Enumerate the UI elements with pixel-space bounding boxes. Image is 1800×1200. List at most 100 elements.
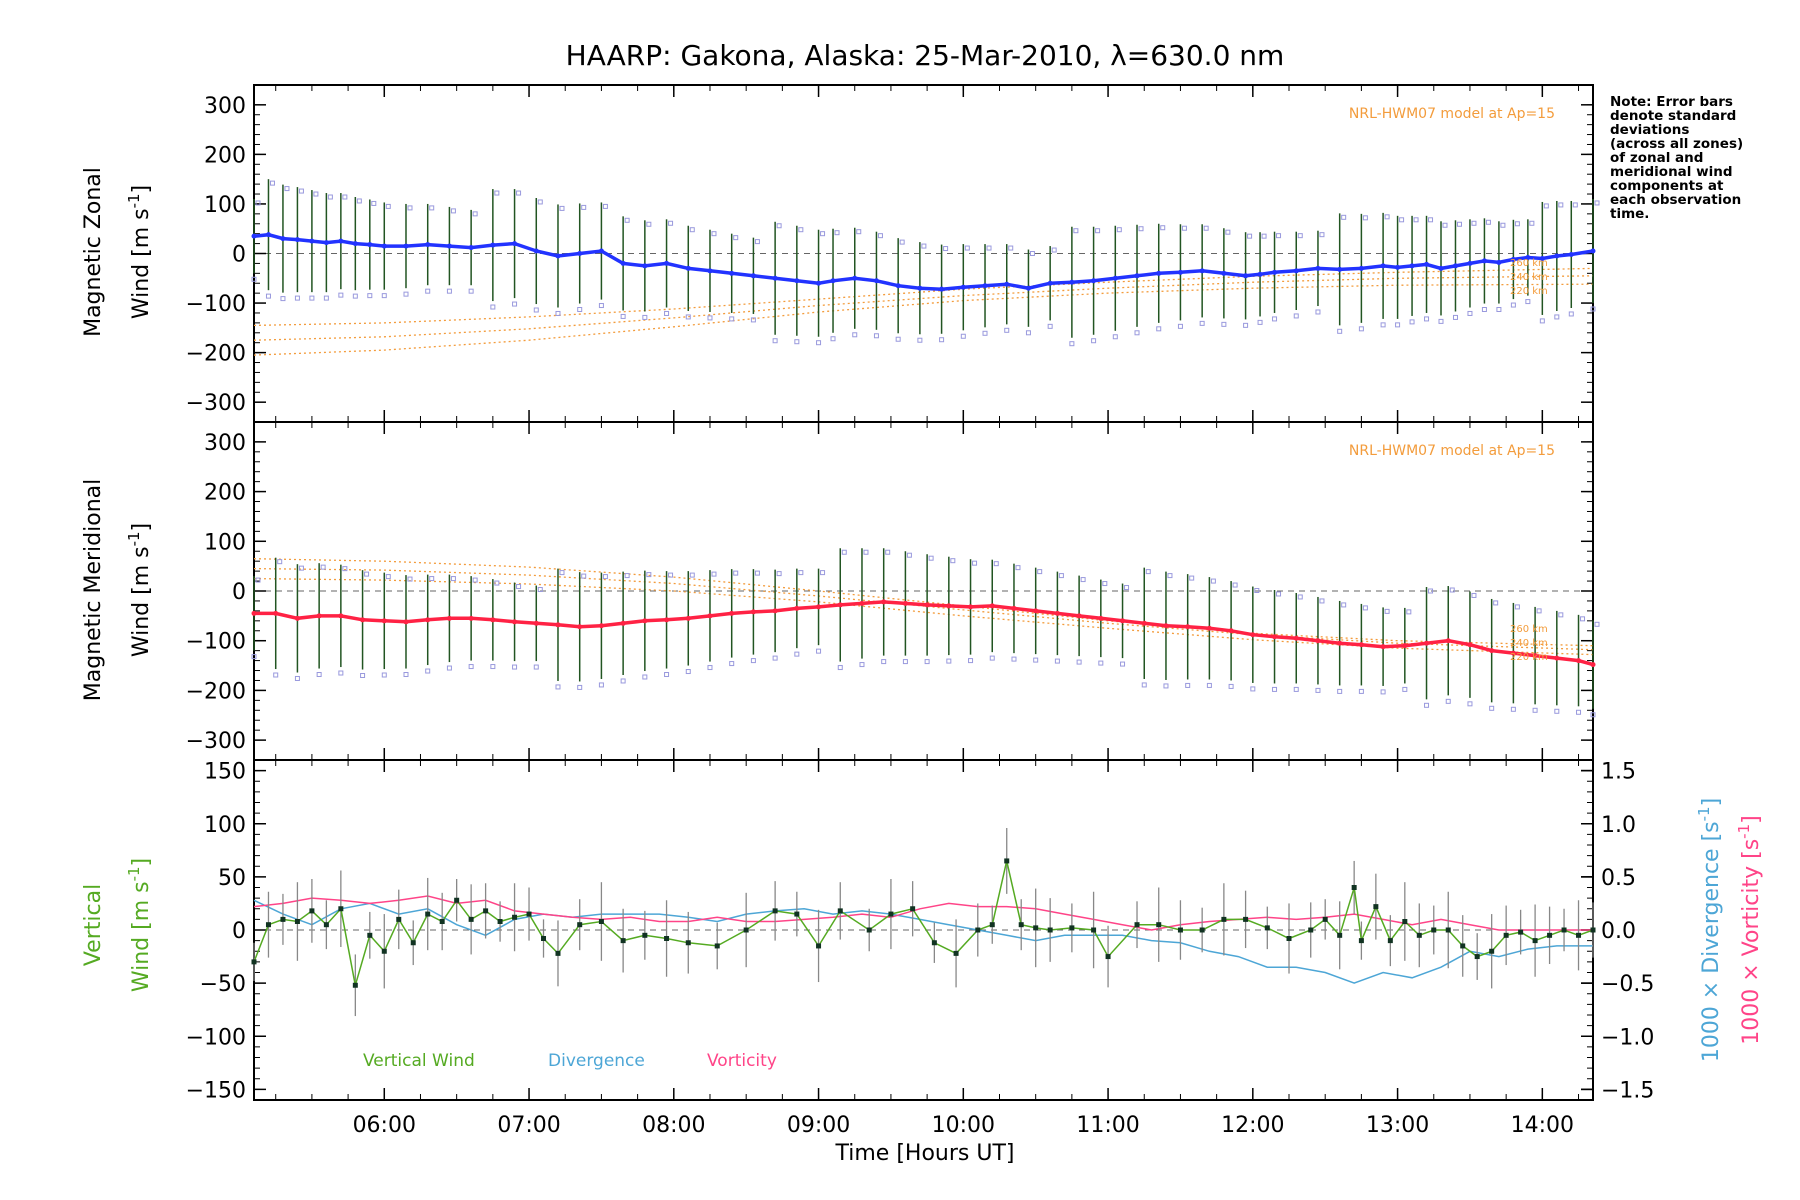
zone-point bbox=[1471, 592, 1477, 598]
zone-point bbox=[490, 664, 496, 670]
zone-point bbox=[342, 566, 348, 572]
zone-point bbox=[1156, 326, 1162, 332]
zone-point bbox=[707, 665, 713, 671]
vertical-wind-point bbox=[338, 906, 344, 912]
zone-point bbox=[338, 670, 344, 676]
wind-point bbox=[446, 615, 452, 621]
zone-point bbox=[1199, 320, 1205, 326]
wind-point bbox=[425, 617, 431, 623]
zone-point bbox=[1315, 309, 1321, 315]
y-tick-label: 100 bbox=[204, 813, 246, 838]
zone-point bbox=[1210, 578, 1216, 584]
wind-point bbox=[1257, 271, 1263, 277]
y-tick-label: −100 bbox=[186, 630, 246, 655]
zone-point bbox=[1025, 330, 1031, 336]
meridional-ylabel-line1: Magnetic Meridional bbox=[81, 479, 106, 701]
wind-point bbox=[1199, 268, 1205, 274]
vertical-wind-point bbox=[772, 908, 778, 914]
wind-point bbox=[468, 615, 474, 621]
zone-point bbox=[1203, 225, 1209, 231]
vertical-wind-point bbox=[1069, 925, 1075, 931]
wind-point bbox=[982, 283, 988, 289]
vertical-ylabel-line1: Vertical bbox=[81, 884, 106, 966]
vorticity-ylabel: 1000 × Vorticity [s-1] bbox=[1735, 815, 1764, 1044]
wind-point bbox=[1054, 610, 1060, 616]
zone-point bbox=[1029, 251, 1035, 256]
zone-point bbox=[1442, 222, 1448, 228]
vertical-wind-point bbox=[1337, 932, 1343, 938]
y-tick-label: −50 bbox=[200, 972, 246, 997]
zone-point bbox=[668, 220, 674, 226]
zone-point bbox=[642, 314, 648, 320]
zone-point bbox=[1467, 701, 1473, 707]
vertical-wind-point bbox=[1105, 954, 1111, 960]
zone-point bbox=[280, 296, 286, 302]
altitude-label: 240 km bbox=[1510, 638, 1548, 649]
y-tick-label: −300 bbox=[186, 729, 246, 754]
wind-point bbox=[1380, 644, 1386, 650]
zone-point bbox=[298, 565, 304, 571]
zone-point bbox=[837, 665, 843, 671]
zone-point bbox=[1054, 658, 1060, 664]
vertical-wind-point bbox=[1489, 948, 1495, 954]
y-tick-label: 0 bbox=[232, 243, 246, 268]
x-tick-label: 08:00 bbox=[642, 1113, 705, 1138]
meridional-ylabel-line2: Wind [m s-1] bbox=[125, 523, 154, 657]
wind-point bbox=[381, 618, 387, 624]
zone-point bbox=[1145, 569, 1151, 575]
vertical-wind-point bbox=[1547, 932, 1553, 938]
wind-point bbox=[1337, 266, 1343, 272]
zone-point bbox=[1116, 227, 1122, 233]
vertical-wind-point bbox=[642, 932, 648, 938]
wind-point bbox=[1554, 655, 1560, 661]
wind-point bbox=[425, 242, 431, 248]
zone-point bbox=[407, 205, 413, 211]
zonal-wind-line bbox=[253, 232, 1594, 291]
chart-title: HAARP: Gakona, Alaska: 25-Mar-2010, λ=63… bbox=[566, 39, 1285, 72]
zone-point bbox=[1051, 247, 1057, 253]
vorticity-line bbox=[253, 895, 1593, 931]
wind-point bbox=[794, 605, 800, 611]
y-tick-label: 0 bbox=[232, 919, 246, 944]
x-tick-label: 14:00 bbox=[1511, 1113, 1574, 1138]
zone-point bbox=[284, 186, 290, 192]
zone-point bbox=[1163, 683, 1169, 689]
zone-point bbox=[986, 245, 992, 251]
zone-point bbox=[921, 243, 927, 249]
wind-point bbox=[1243, 273, 1249, 279]
zone-point bbox=[403, 291, 409, 297]
wind-point bbox=[446, 243, 452, 249]
vertical-wind-point bbox=[468, 916, 474, 922]
wind-point bbox=[1337, 640, 1343, 646]
zone-point bbox=[729, 661, 735, 667]
zone-point bbox=[320, 564, 326, 570]
vertical-wind-point bbox=[1474, 954, 1480, 960]
zone-point bbox=[1120, 661, 1126, 667]
model-label-meridional: NRL-HWM07 model at Ap=15 bbox=[1349, 443, 1555, 459]
zone-point bbox=[1276, 233, 1282, 239]
zone-point bbox=[1496, 307, 1502, 313]
vertical-wind-point bbox=[1018, 922, 1024, 928]
zone-point bbox=[646, 221, 652, 227]
wind-point bbox=[1047, 280, 1053, 286]
zone-point bbox=[668, 572, 674, 578]
zone-point bbox=[1445, 698, 1451, 704]
wind-point bbox=[251, 610, 257, 616]
zone-point bbox=[1319, 232, 1325, 238]
vertical-wind-point bbox=[1047, 927, 1053, 933]
wind-point bbox=[1539, 255, 1545, 261]
zone-point bbox=[1337, 328, 1343, 334]
vertical-wind-point bbox=[483, 908, 489, 914]
zone-point bbox=[1243, 322, 1249, 328]
zone-point bbox=[1424, 702, 1430, 708]
wind-point bbox=[512, 619, 518, 625]
wind-point bbox=[598, 623, 604, 629]
zone-point bbox=[1297, 594, 1303, 600]
vertical-wind-point bbox=[323, 922, 329, 928]
wind-point bbox=[577, 251, 583, 256]
zone-point bbox=[1141, 682, 1147, 688]
vertical-wind-point bbox=[439, 919, 445, 924]
zone-point bbox=[646, 572, 652, 578]
vertical-wind-point bbox=[1373, 904, 1379, 910]
zone-point bbox=[1177, 323, 1183, 329]
